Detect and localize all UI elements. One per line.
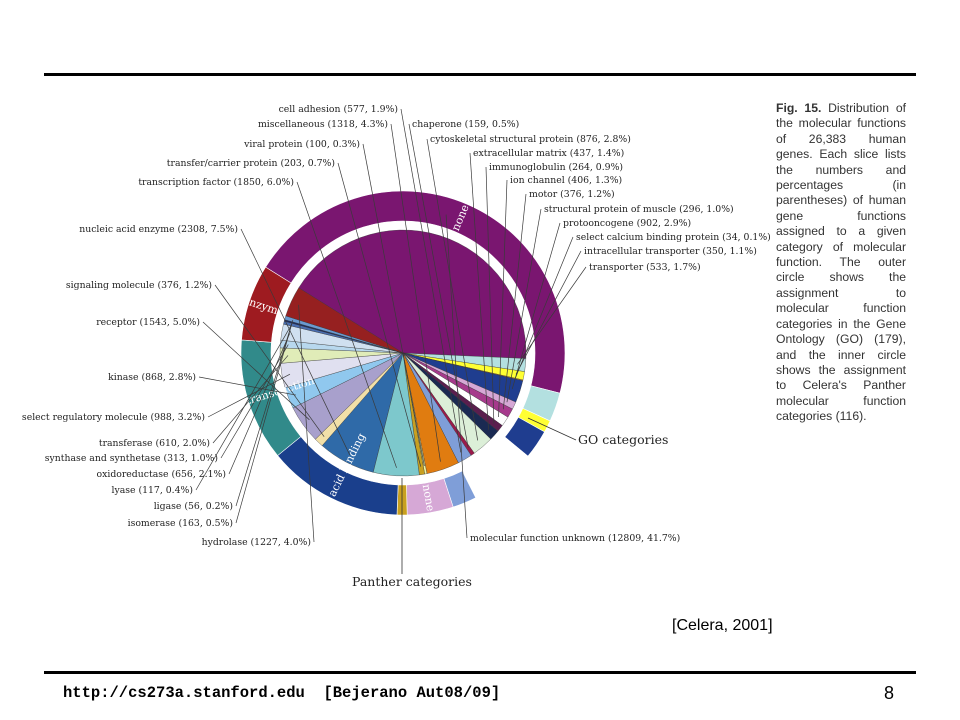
- leader-line: [207, 373, 291, 418]
- top-rule: [44, 73, 916, 76]
- pie-slice-molecular-function-unknown: [298, 229, 527, 359]
- leader-line: [517, 266, 587, 365]
- slice-label-extracellular-matrix: extracellular matrix (437, 1.4%): [473, 148, 624, 159]
- leader-lines: [195, 108, 587, 543]
- go-ring-label-6: none: [420, 483, 437, 512]
- slice-label-protooncogene: protooncogene (902, 2.9%): [563, 218, 691, 229]
- pie-slice-hydrolase: [285, 287, 404, 354]
- page-number: 8: [884, 683, 895, 703]
- leader-line: [202, 321, 310, 421]
- slice-labels: molecular function unknown (12809, 41.7%…: [22, 104, 771, 548]
- panther-pie: [279, 229, 527, 477]
- slice-label-ion-channel: ion channel (406, 1.3%): [510, 175, 622, 186]
- leader-line: [408, 123, 469, 448]
- slice-label-cell-adhesion: cell adhesion (577, 1.9%): [279, 104, 398, 115]
- leader-line: [240, 228, 351, 456]
- slice-label-select-regulatory-molecule: select regulatory molecule (988, 3.2%): [22, 412, 205, 423]
- leader-line: [214, 284, 325, 437]
- slice-label-nucleic-acid-enzyme: nucleic acid enzyme (2308, 7.5%): [79, 224, 238, 235]
- slice-label-transcription-factor: transcription factor (1850, 6.0%): [138, 177, 294, 188]
- citation: [Celera, 2001]: [672, 617, 773, 634]
- leader-line: [400, 108, 462, 453]
- slice-label-signaling-molecule: signaling molecule (376, 1.2%): [66, 280, 212, 291]
- slice-label-synthase-and-synthetase: synthase and synthetase (313, 1.0%): [45, 453, 218, 464]
- slice-label-viral-protein: viral protein (100, 0.3%): [243, 139, 360, 150]
- go-ring-segment-0: [265, 190, 566, 394]
- bottom-rule: [44, 671, 916, 674]
- slice-label-kinase: kinase (868, 2.8%): [108, 372, 196, 383]
- leader-line: [235, 322, 293, 507]
- slice-label-transferase: transferase (610, 2.0%): [99, 438, 210, 449]
- slice-label-miscellaneous: miscellaneous (1318, 4.3%): [258, 119, 388, 130]
- chart-annotations: GO categories Panther categories: [352, 417, 668, 589]
- go-categories-arrow: [527, 417, 577, 441]
- figure-caption: Fig. 15. Distribution of the molecular f…: [776, 101, 906, 425]
- leader-line: [390, 123, 441, 462]
- go-categories-label: GO categories: [578, 432, 668, 447]
- slice-label-chaperone: chaperone (159, 0.5%): [412, 119, 519, 130]
- slice-label-transfer-carrier-protein: transfer/carrier protein (203, 0.7%): [167, 158, 335, 169]
- slice-label-hydrolase: hydrolase (1227, 4.0%): [202, 537, 311, 548]
- leader-line: [506, 208, 542, 403]
- leader-line: [228, 333, 290, 475]
- leader-line: [212, 355, 289, 444]
- slice-label-molecular-function-unknown: molecular function unknown (12809, 41.7%…: [470, 533, 680, 544]
- leader-line: [514, 236, 574, 379]
- slice-label-select-calcium-binding-protein: select calcium binding protein (34, 0.1%…: [576, 232, 771, 243]
- leader-line: [445, 214, 468, 539]
- leader-line: [515, 250, 582, 375]
- footer-url: http://cs273a.stanford.edu [Bejerano Aut…: [63, 684, 501, 702]
- caption-text: Distribution of the molecular functions …: [776, 101, 907, 424]
- leader-line: [220, 344, 289, 459]
- slice-label-oxidoreductase: oxidoreductase (656, 2.1%): [97, 469, 227, 480]
- leader-line: [195, 324, 292, 491]
- slice-label-isomerase: isomerase (163, 0.5%): [128, 518, 233, 529]
- leader-line: [469, 152, 489, 430]
- go-categories-ring: [240, 190, 566, 516]
- leader-line: [498, 179, 508, 417]
- slice-label-cytoskeletal-structural-protein: cytoskeletal structural protein (876, 2.…: [430, 134, 631, 145]
- slice-label-receptor: receptor (1543, 5.0%): [96, 317, 200, 328]
- leader-line: [485, 166, 495, 424]
- slice-label-ligase: ligase (56, 0.2%): [154, 501, 233, 512]
- leader-line: [362, 143, 425, 467]
- caption-fig-number: Fig. 15.: [776, 101, 822, 115]
- slice-label-lyase: lyase (117, 0.4%): [111, 485, 193, 496]
- slice-label-transporter: transporter (533, 1.7%): [589, 262, 701, 273]
- panther-categories-label: Panther categories: [352, 574, 472, 589]
- leader-line: [426, 138, 479, 441]
- leader-line: [198, 376, 297, 396]
- leader-line: [337, 162, 422, 467]
- slice-label-structural-protein-of-muscle: structural protein of muscle (296, 1.0%): [544, 204, 734, 215]
- leader-line: [235, 319, 294, 524]
- leader-line: [298, 304, 315, 543]
- slice-label-intracellular-transporter: intracellular transporter (350, 1.1%): [584, 246, 757, 257]
- slice-label-motor: motor (376, 1.2%): [529, 189, 615, 200]
- leader-line: [502, 193, 527, 410]
- slice-label-immunoglobulin: immunoglobulin (264, 0.9%): [489, 162, 623, 173]
- go-ring-segment-10: [241, 266, 292, 343]
- leader-line: [511, 222, 561, 390]
- leader-line: [296, 181, 397, 468]
